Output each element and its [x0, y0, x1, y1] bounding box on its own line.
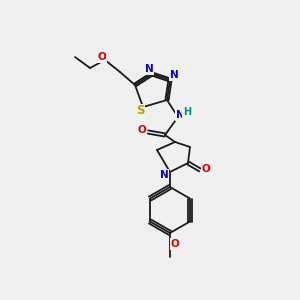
- Text: O: O: [171, 239, 179, 249]
- Text: N: N: [176, 110, 184, 120]
- Text: N: N: [160, 170, 168, 180]
- Text: H: H: [183, 107, 191, 117]
- Text: O: O: [138, 125, 146, 135]
- Text: O: O: [202, 164, 210, 174]
- Text: N: N: [145, 64, 153, 74]
- Text: O: O: [98, 52, 106, 62]
- Text: S: S: [136, 104, 144, 118]
- Text: N: N: [169, 70, 178, 80]
